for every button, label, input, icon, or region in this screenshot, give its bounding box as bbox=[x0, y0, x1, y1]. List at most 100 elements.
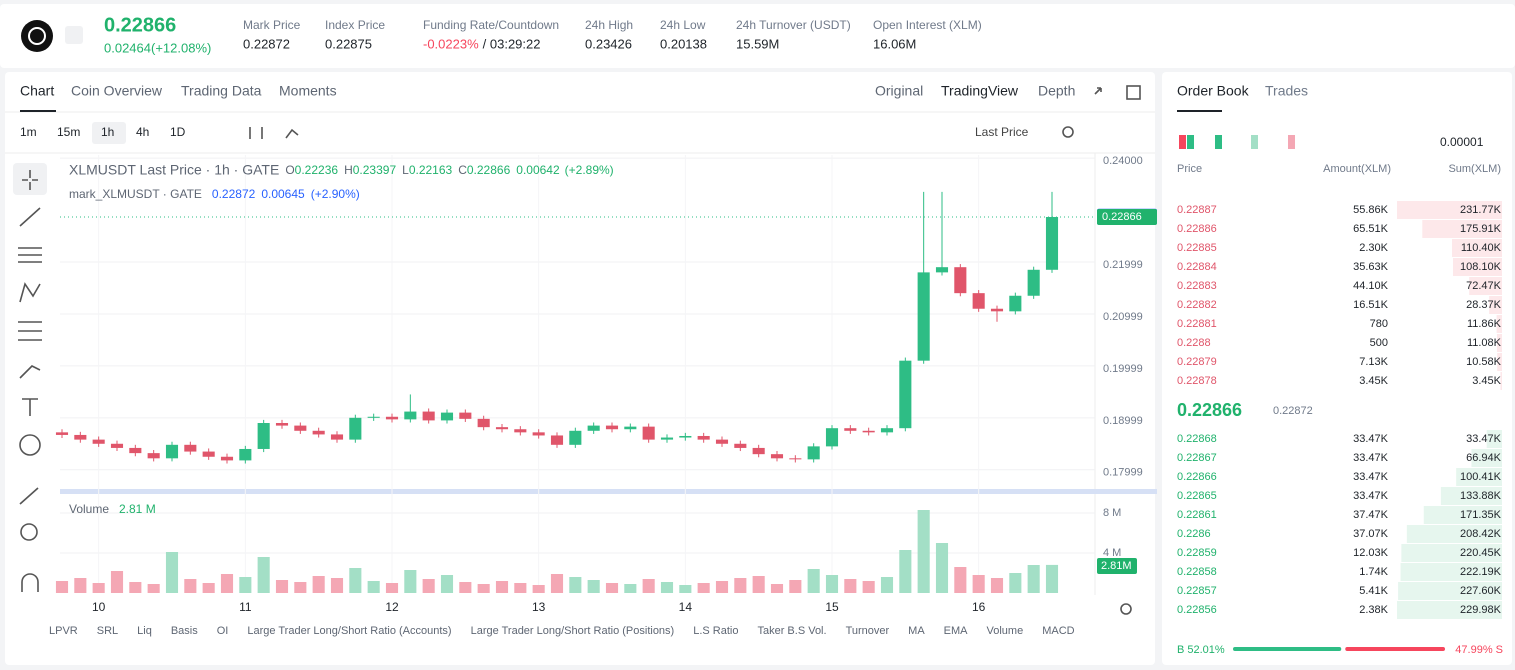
search[interactable] bbox=[1062, 126, 1074, 138]
depth-bar bbox=[1496, 334, 1502, 352]
last-tag-bg bbox=[1097, 209, 1157, 226]
precision: 0.00001 bbox=[1440, 135, 1484, 149]
volume-bar bbox=[404, 570, 417, 593]
ob-amount: 3.45K bbox=[1359, 375, 1388, 387]
chart-panel bbox=[5, 72, 1155, 665]
tab[interactable]: Chart bbox=[20, 83, 54, 99]
candle-body bbox=[404, 411, 417, 420]
candle-body bbox=[807, 446, 820, 460]
ob-amount: 1.74K bbox=[1359, 566, 1388, 578]
indicator[interactable]: LPVR bbox=[49, 625, 78, 637]
crosshair-tool[interactable] bbox=[22, 170, 38, 190]
candle-body bbox=[129, 447, 142, 454]
channel-tool[interactable] bbox=[18, 247, 42, 263]
volume-bar bbox=[844, 579, 857, 593]
magnet-tool[interactable] bbox=[21, 573, 39, 592]
depth-bar bbox=[1422, 220, 1502, 238]
volume-bar bbox=[569, 577, 582, 593]
volume-bar bbox=[220, 574, 234, 593]
ob-view[interactable] bbox=[1179, 135, 1186, 149]
ob-view[interactable] bbox=[1215, 135, 1222, 149]
candle-body bbox=[349, 417, 362, 440]
ob-view[interactable] bbox=[1187, 135, 1194, 149]
ob-view[interactable] bbox=[1288, 135, 1295, 149]
zoom-tool[interactable] bbox=[20, 523, 38, 541]
ob-price: 0.22856 bbox=[1177, 604, 1217, 616]
col-head: Sum(XLM) bbox=[1448, 163, 1501, 175]
sell-label: 47.99% S bbox=[1455, 644, 1503, 656]
chart-tools[interactable] bbox=[249, 127, 299, 139]
ob-amount: 55.86K bbox=[1353, 204, 1389, 216]
indicator[interactable]: MACD bbox=[1042, 625, 1074, 637]
text-tool[interactable] bbox=[22, 398, 38, 416]
volume-bar bbox=[734, 578, 747, 593]
ob-amount: 37.47K bbox=[1353, 509, 1389, 521]
volume-bar bbox=[972, 575, 985, 593]
ruler-tool[interactable] bbox=[19, 487, 39, 505]
volume-bar bbox=[330, 578, 344, 593]
ob-amount: 2.38K bbox=[1359, 604, 1388, 616]
stat-extra: / 03:29:22 bbox=[483, 36, 541, 51]
depth-bar bbox=[1398, 582, 1502, 600]
tab[interactable]: Trading Data bbox=[181, 83, 262, 99]
depth-bar bbox=[1451, 239, 1502, 257]
ohlc-value: 0.22236 bbox=[295, 163, 339, 177]
candle-body bbox=[92, 439, 105, 444]
tool-selected[interactable] bbox=[13, 163, 47, 195]
tab[interactable]: Moments bbox=[279, 83, 337, 99]
tab[interactable]: Coin Overview bbox=[71, 83, 163, 99]
volume-bar bbox=[532, 585, 545, 593]
volume-bar bbox=[312, 576, 325, 593]
candle-body bbox=[184, 444, 197, 452]
ob-sum: 100.41K bbox=[1460, 471, 1502, 483]
indicator[interactable]: Volume bbox=[987, 625, 1024, 637]
ob-tab[interactable]: Order Book bbox=[1177, 83, 1250, 99]
volume-bar bbox=[789, 580, 802, 593]
volume-bar bbox=[385, 583, 399, 593]
indicator[interactable]: Large Trader Long/Short Ratio (Positions… bbox=[471, 625, 675, 637]
indicator[interactable]: Turnover bbox=[846, 625, 890, 637]
depth-bar bbox=[1456, 468, 1502, 486]
settings[interactable] bbox=[1120, 603, 1132, 615]
layout[interactable] bbox=[1126, 85, 1141, 100]
candle-body bbox=[569, 430, 582, 445]
indicator[interactable]: OI bbox=[217, 625, 229, 637]
line-tool[interactable] bbox=[19, 207, 41, 227]
candle-body bbox=[697, 435, 710, 440]
indicator[interactable]: Basis bbox=[171, 625, 198, 637]
fib-tool[interactable] bbox=[18, 321, 42, 341]
ob-sum: 227.60K bbox=[1460, 585, 1502, 597]
fullscreen[interactable] bbox=[1094, 87, 1102, 95]
volume-bar bbox=[257, 557, 270, 593]
indicator[interactable]: Large Trader Long/Short Ratio (Accounts) bbox=[247, 625, 451, 637]
indicator[interactable]: L.S Ratio bbox=[693, 625, 738, 637]
indicator[interactable]: Taker B.S Vol. bbox=[757, 625, 826, 637]
pattern-tool[interactable] bbox=[19, 282, 41, 303]
indicator[interactable]: Liq bbox=[137, 625, 152, 637]
indicator[interactable]: EMA bbox=[944, 625, 969, 637]
ob-amount: 33.47K bbox=[1353, 452, 1389, 464]
volume-bar bbox=[1045, 564, 1059, 593]
candle-body bbox=[734, 443, 747, 448]
favorite[interactable] bbox=[65, 26, 83, 44]
ob-amount: 7.13K bbox=[1359, 356, 1388, 368]
ob-view[interactable] bbox=[1251, 135, 1258, 149]
candle-body bbox=[1009, 295, 1022, 312]
candle-body bbox=[147, 453, 160, 459]
depth-bar bbox=[1489, 296, 1502, 314]
indicator[interactable]: SRL bbox=[97, 625, 118, 637]
ob-sum: 229.98K bbox=[1460, 604, 1502, 616]
y-tick-label: 0.18999 bbox=[1103, 415, 1143, 427]
y-tick-label: 0.24000 bbox=[1103, 155, 1143, 167]
volume-bar bbox=[550, 574, 564, 593]
ob-price: 0.22878 bbox=[1177, 375, 1217, 387]
volume-bar bbox=[954, 567, 967, 593]
depth-bar bbox=[1406, 525, 1502, 543]
depth-bar bbox=[1453, 258, 1502, 276]
indicator[interactable]: MA bbox=[908, 625, 925, 637]
volume-bar bbox=[715, 581, 729, 593]
ob-tab[interactable]: Trades bbox=[1265, 83, 1308, 99]
brush-tool[interactable] bbox=[19, 365, 41, 379]
emoji-tool[interactable] bbox=[19, 434, 41, 456]
